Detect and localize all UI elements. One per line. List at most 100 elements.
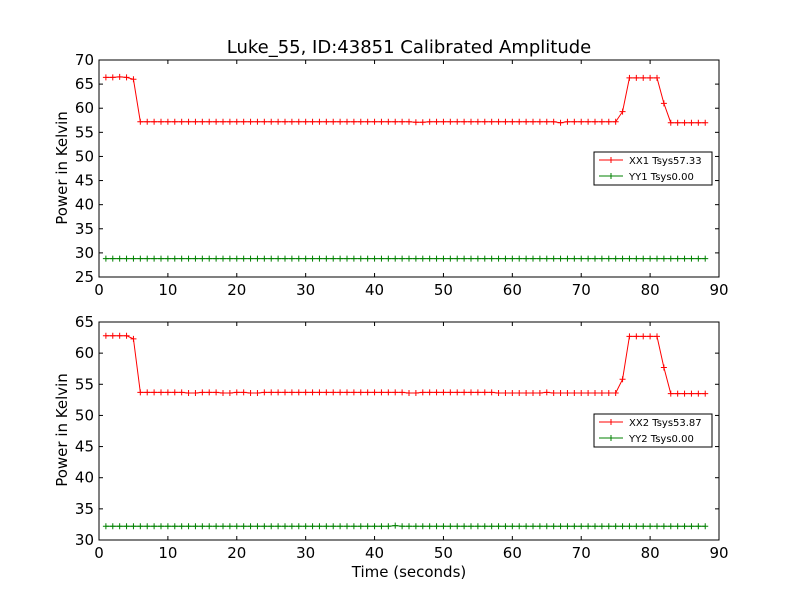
top-series-1-point	[275, 118, 282, 125]
bottom-series-1-point	[468, 389, 474, 396]
bottom-series-1-point	[261, 389, 268, 396]
top-series-1-point	[667, 119, 674, 126]
top-series-1-point	[247, 118, 254, 125]
bottom-series-2-point	[433, 523, 440, 530]
bottom-series-1-point	[481, 389, 488, 396]
top-legend-marker	[608, 157, 614, 163]
top-series-1-point	[530, 118, 536, 125]
bottom-series-2-point	[302, 523, 309, 530]
bottom-series-2-point	[605, 523, 612, 530]
bottom-series-2-point	[550, 523, 557, 530]
bottom-series-1-point	[495, 390, 502, 397]
bottom-y-tick-label: 35	[75, 500, 94, 518]
top-series-2-point	[502, 255, 509, 262]
bottom-series-1-point	[440, 389, 447, 396]
bottom-series-2-point	[288, 523, 295, 530]
top-series-2-point	[295, 255, 302, 262]
bottom-series-1-point	[295, 389, 302, 396]
top-series-1-point	[702, 119, 709, 126]
bottom-series-1-point	[426, 389, 433, 396]
bottom-series-1-point	[640, 333, 647, 340]
bottom-series-2-point	[571, 523, 578, 530]
top-series-1-point	[461, 118, 468, 125]
bottom-series-2-point	[564, 523, 571, 530]
top-series-1-point	[605, 118, 612, 125]
bottom-x-axis-label: Time (seconds)	[351, 563, 467, 581]
bottom-series-1-point	[399, 389, 406, 396]
bottom-series-1-point	[109, 332, 116, 339]
top-series-2-point	[633, 255, 640, 262]
bottom-series-2-point	[233, 523, 240, 530]
top-series-2-point	[316, 255, 323, 262]
bottom-series-2-point	[123, 523, 130, 530]
top-series-2-point	[626, 255, 633, 262]
bottom-y-axis-label: Power in Kelvin	[53, 373, 71, 487]
bottom-series-1-point	[564, 390, 571, 397]
bottom-series-2-point	[481, 523, 488, 530]
top-series-1-point	[399, 118, 406, 125]
bottom-series-1-point	[585, 390, 592, 397]
bottom-series-1-point	[605, 390, 612, 397]
top-series-2-point	[247, 255, 254, 262]
bottom-series-2-point	[578, 523, 585, 530]
top-legend-entry: YY1 Tsys0.00	[628, 172, 694, 183]
bottom-series-1-point	[316, 389, 323, 396]
top-series-1-point	[206, 118, 213, 125]
top-x-tick-label: 50	[434, 281, 453, 299]
bottom-x-tick-label: 50	[434, 544, 453, 562]
bottom-series-2-point	[667, 523, 674, 530]
top-series-2-point	[564, 255, 571, 262]
top-series-2-point	[571, 255, 578, 262]
bottom-series-1-point	[323, 389, 330, 396]
bottom-series-1-point	[288, 389, 295, 396]
bottom-series-2-point	[523, 523, 530, 530]
top-series-2-point	[350, 255, 357, 262]
bottom-series-2-point	[509, 523, 516, 530]
bottom-series-1-point	[619, 376, 626, 383]
bottom-plot-frame	[98, 321, 720, 541]
top-y-tick-label: 50	[75, 147, 94, 165]
top-series-1-point	[178, 118, 185, 125]
top-panel: Power in Kelvin 0 10 20 30 40 50 60 70 80 90 25 30 3…	[53, 51, 729, 299]
bottom-series-1-point	[378, 389, 385, 396]
top-series-1-point	[626, 74, 633, 81]
top-series-1-point	[385, 118, 392, 125]
bottom-series-2-point	[144, 523, 151, 530]
top-y-tick-label: 40	[75, 196, 94, 214]
top-series-2-point	[536, 255, 543, 262]
top-series-2-point	[357, 255, 364, 262]
bottom-series-1-point	[247, 390, 254, 397]
bottom-series-1-point	[433, 389, 440, 396]
top-series-2-point	[619, 255, 626, 262]
bottom-series-2-point	[364, 523, 371, 530]
bottom-series-2-point	[268, 523, 275, 530]
top-series-2-point	[330, 255, 337, 262]
bottom-legend-entry: XX2 Tsys53.87	[629, 418, 702, 429]
bottom-series-line-1	[105, 335, 706, 395]
bottom-series-1-point	[240, 389, 247, 396]
top-series-1-point	[295, 118, 302, 125]
top-series-2-point	[158, 255, 164, 262]
top-series-2-point	[392, 255, 399, 262]
bottom-series-2-point	[164, 523, 171, 530]
top-series-line-1	[105, 76, 706, 124]
top-series-1-point	[550, 118, 557, 125]
top-series-1-point	[509, 118, 516, 125]
bottom-series-2-point	[337, 523, 344, 530]
bottom-y-tick-label: 55	[75, 375, 94, 393]
top-series-2-point	[213, 255, 220, 262]
top-series-2-point	[123, 255, 130, 262]
bottom-series-1-point	[536, 390, 543, 397]
top-series-2-point	[371, 255, 378, 262]
bottom-series-1-point	[371, 389, 378, 396]
top-series-2-point	[702, 255, 709, 262]
top-series-1-point	[495, 118, 502, 125]
top-legend-entry: XX1 Tsys57.33	[629, 156, 702, 167]
bottom-x-tick-label: 70	[572, 544, 591, 562]
bottom-series-2-point	[426, 523, 433, 530]
top-series-1-point	[536, 118, 543, 125]
bottom-series-2-point	[468, 523, 474, 530]
bottom-series-2-point	[158, 523, 164, 530]
bottom-series-2-point	[350, 523, 357, 530]
bottom-x-tick-label: 20	[227, 544, 246, 562]
